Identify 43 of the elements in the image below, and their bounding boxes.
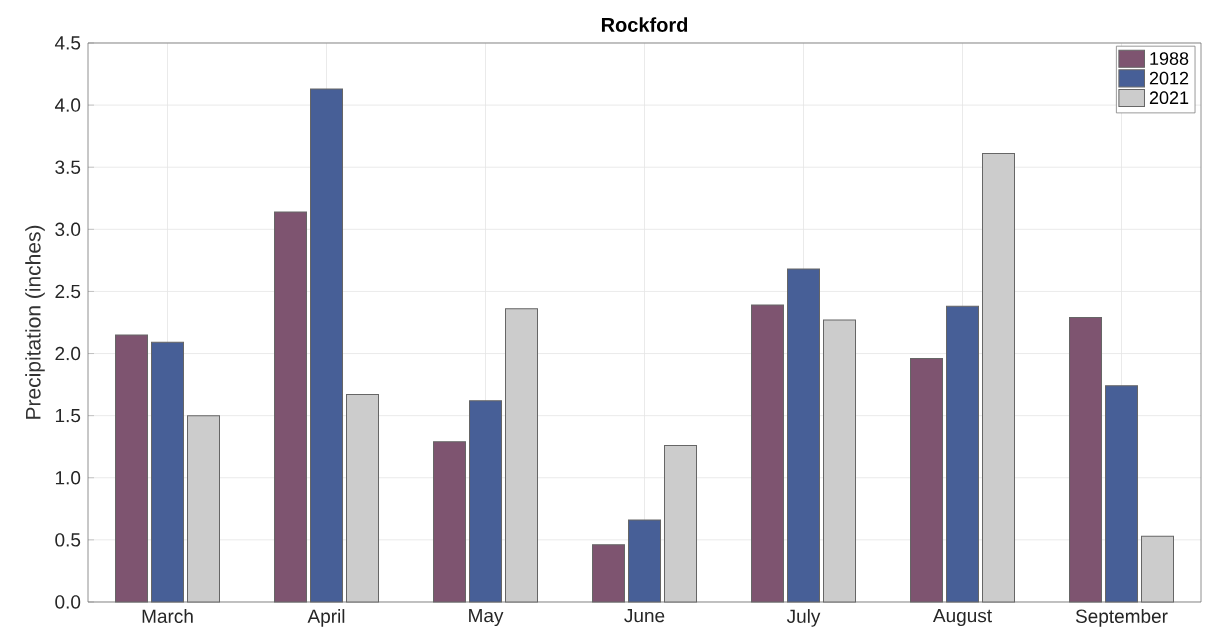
- x-tick-label: May: [469, 609, 504, 627]
- bar: [910, 358, 944, 603]
- y-tick-label: 4.5: [54, 36, 81, 50]
- y-tick-label: 3.0: [55, 222, 81, 237]
- bar: [310, 88, 344, 603]
- legend-label: 2012: [1149, 71, 1189, 85]
- bar: [1141, 535, 1174, 603]
- y-tick-label: 1.5: [55, 409, 81, 423]
- y-tick-label: 0.0: [55, 595, 81, 609]
- y-tick-label: 1.0: [55, 471, 81, 485]
- bar: [187, 415, 220, 603]
- x-tick-label: April: [307, 609, 345, 627]
- bar: [628, 519, 661, 603]
- x-tick-label: September: [1075, 609, 1168, 627]
- bar: [982, 153, 1015, 603]
- x-tick-label: July: [786, 609, 821, 627]
- bar: [751, 304, 784, 603]
- bar: [946, 305, 979, 603]
- x-tick-label: March: [142, 609, 193, 624]
- bar: [151, 341, 184, 603]
- y-tick-label: 4.0: [54, 98, 81, 112]
- bar: [1069, 317, 1103, 603]
- bar: [469, 400, 503, 603]
- legend-label: 2021: [1149, 91, 1189, 105]
- bar: [505, 308, 539, 603]
- chart-title: Rockford: [601, 17, 688, 32]
- legend-label: 1988: [1150, 52, 1189, 65]
- bar: [592, 544, 625, 603]
- bar: [664, 444, 698, 603]
- bar: [274, 211, 308, 603]
- y-axis-title: Precipitation (inches): [25, 225, 45, 419]
- y-tick-label: 0.5: [55, 533, 81, 547]
- y-tick-label: 2.5: [55, 284, 81, 299]
- x-tick-label: June: [624, 609, 665, 623]
- y-tick-label: 2.0: [55, 346, 81, 361]
- bar: [787, 268, 820, 603]
- bar: [346, 394, 380, 603]
- bar: [115, 334, 149, 603]
- y-tick-label: 3.5: [55, 160, 81, 174]
- bar: [823, 319, 856, 603]
- bar: [1105, 385, 1139, 603]
- x-tick-label: August: [932, 609, 992, 627]
- bar: [433, 441, 466, 603]
